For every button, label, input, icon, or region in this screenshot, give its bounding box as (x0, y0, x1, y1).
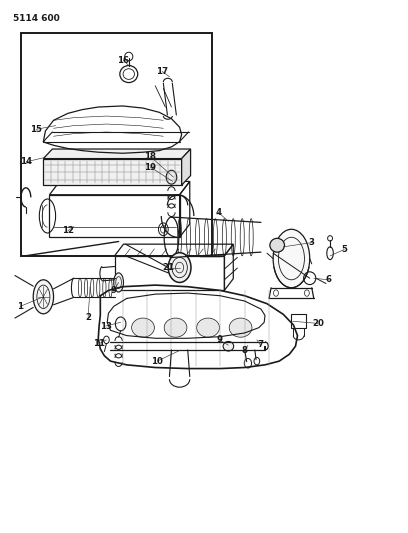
Text: 16: 16 (118, 56, 129, 64)
Text: 15: 15 (30, 125, 42, 134)
Text: 1: 1 (17, 302, 23, 311)
Text: 13: 13 (100, 321, 112, 330)
Ellipse shape (229, 318, 252, 337)
Bar (291, 314, 306, 328)
Text: 21: 21 (162, 263, 174, 272)
Ellipse shape (270, 238, 284, 252)
Text: 6: 6 (325, 275, 331, 284)
Text: 20: 20 (312, 319, 324, 328)
Text: 12: 12 (62, 227, 74, 236)
Ellipse shape (168, 253, 191, 282)
Text: 5114 600: 5114 600 (13, 14, 60, 23)
Polygon shape (43, 159, 182, 185)
Ellipse shape (33, 280, 53, 314)
Text: 11: 11 (93, 339, 105, 348)
Ellipse shape (164, 318, 187, 337)
Ellipse shape (132, 318, 154, 337)
Text: 8: 8 (242, 346, 248, 355)
Ellipse shape (197, 318, 220, 337)
Text: 18: 18 (144, 152, 156, 161)
Text: 3: 3 (309, 238, 315, 247)
Text: 17: 17 (156, 67, 168, 76)
Text: 14: 14 (20, 157, 32, 166)
Text: 2: 2 (85, 312, 91, 321)
Ellipse shape (223, 342, 234, 351)
Polygon shape (182, 149, 191, 185)
Ellipse shape (114, 273, 124, 292)
Text: 9: 9 (216, 335, 222, 344)
Text: 5: 5 (341, 245, 347, 254)
Bar (21, 33, 212, 256)
Text: 4: 4 (215, 208, 221, 217)
Text: 7: 7 (257, 340, 263, 349)
Ellipse shape (273, 229, 310, 288)
Text: 9: 9 (111, 286, 117, 295)
Text: 19: 19 (144, 163, 156, 172)
Polygon shape (43, 149, 191, 159)
Text: 10: 10 (151, 357, 163, 366)
